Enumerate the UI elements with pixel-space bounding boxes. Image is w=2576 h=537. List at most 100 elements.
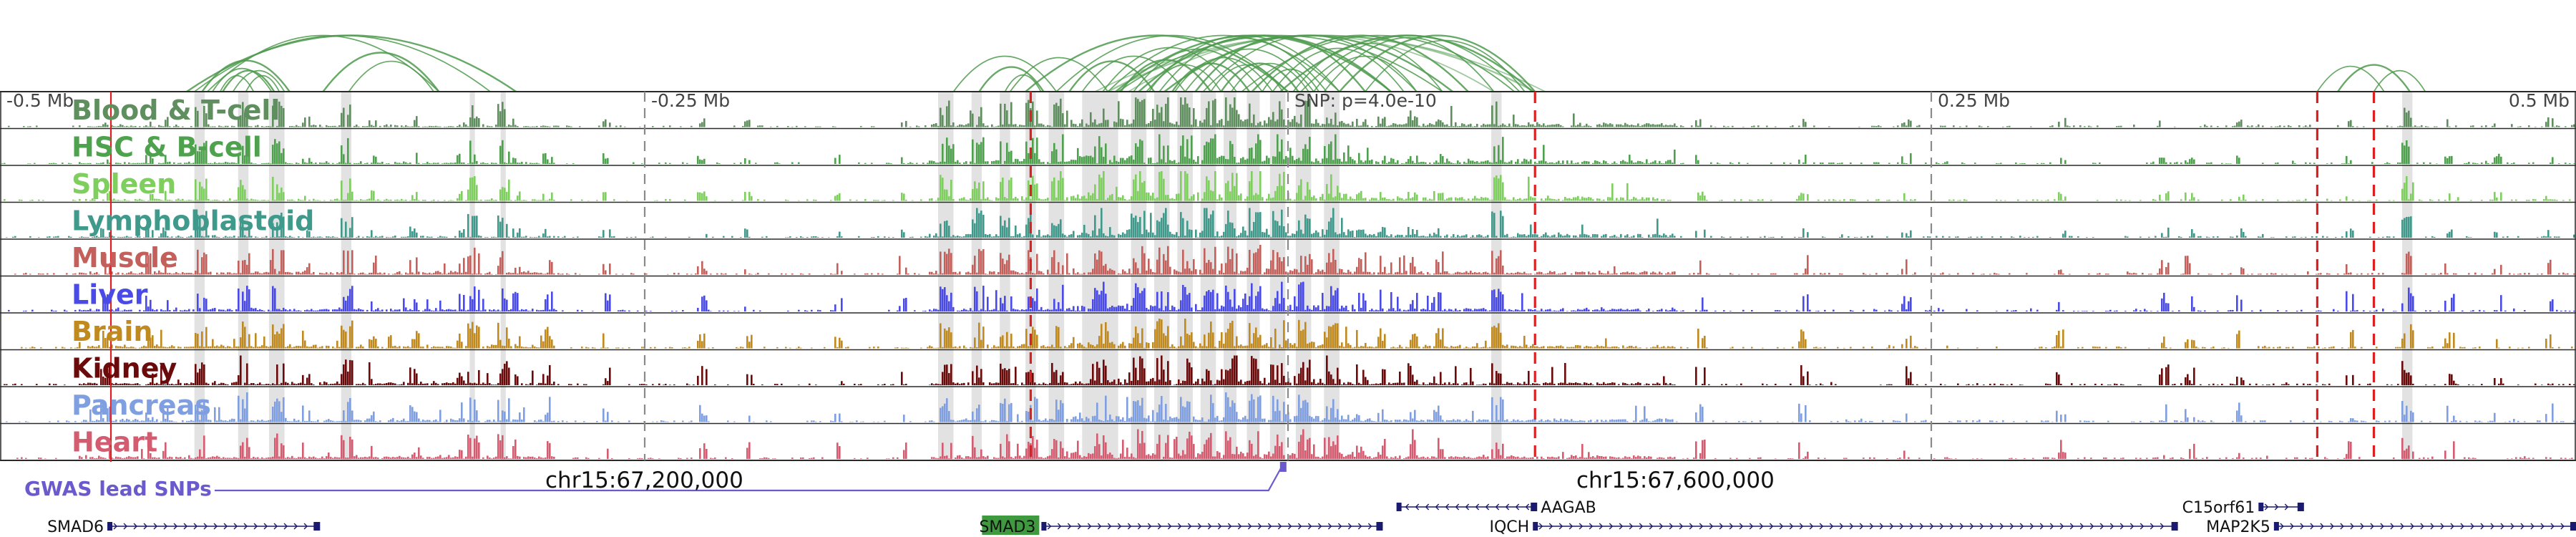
signal-bar <box>1143 253 1146 275</box>
signal-bar <box>1262 274 1264 275</box>
signal-bar <box>1661 309 1663 311</box>
signal-bar <box>278 236 280 238</box>
signal-bar <box>1191 307 1193 311</box>
signal-bar <box>1592 272 1594 275</box>
signal-bar <box>1292 271 1294 275</box>
signal-bar <box>1210 125 1212 127</box>
signal-bar <box>1236 309 1238 311</box>
signal-bar <box>2204 124 2206 127</box>
signal-bar <box>272 176 274 201</box>
signal-bar <box>1599 124 1601 127</box>
signal-bar <box>514 158 517 164</box>
signal-bar <box>536 125 538 127</box>
signal-bar <box>1339 193 1341 201</box>
signal-bar <box>1528 309 1530 311</box>
signal-bar <box>1085 123 1088 127</box>
signal-bar <box>1584 272 1586 275</box>
signal-bar <box>723 236 725 238</box>
signal-bar <box>2406 253 2408 275</box>
signal-bar <box>901 193 903 201</box>
interaction-arc <box>1313 55 1418 92</box>
signal-bar <box>111 344 113 349</box>
signal-bar <box>2099 273 2101 275</box>
signal-bar <box>701 261 703 275</box>
signal-bar <box>1255 296 1257 311</box>
signal-bar <box>450 271 452 275</box>
signal-bar <box>261 126 263 127</box>
signal-bar <box>575 273 577 275</box>
signal-bar <box>489 271 491 275</box>
signal-bar <box>1113 200 1116 201</box>
signal-bar <box>2545 236 2547 238</box>
signal-bar <box>435 163 437 164</box>
signal-bar <box>1878 125 1880 127</box>
signal-bar <box>922 163 924 164</box>
signal-bar <box>1416 230 1418 238</box>
signal-bar <box>1487 160 1489 164</box>
signal-bar <box>504 298 506 311</box>
signal-bar <box>1210 321 1212 349</box>
signal-bar <box>1236 110 1238 127</box>
signal-bar <box>1122 119 1124 127</box>
signal-bar <box>1249 296 1251 311</box>
signal-bar <box>459 294 461 311</box>
signal-bar <box>1908 236 1910 238</box>
signal-bar <box>381 309 384 311</box>
signal-bar <box>409 226 411 238</box>
signal-bar <box>1090 195 1092 201</box>
signal-bar <box>313 236 315 238</box>
signal-bar <box>467 126 469 127</box>
signal-bar <box>1410 339 1412 349</box>
signal-bar <box>1953 125 1955 127</box>
signal-bar <box>1395 123 1397 127</box>
signal-bar <box>1060 98 1062 127</box>
signal-bar <box>278 141 280 164</box>
signal-bar <box>1465 163 1468 164</box>
signal-bar <box>542 309 545 311</box>
signal-bar <box>1302 329 1304 349</box>
signal-bar <box>1427 346 1429 349</box>
signal-bar <box>1287 120 1289 127</box>
signal-bar <box>1796 309 1798 311</box>
signal-bar <box>495 163 497 164</box>
signal-bar <box>444 310 446 311</box>
signal-bar <box>1867 199 1869 201</box>
signal-bar <box>448 126 450 127</box>
signal-bar <box>1352 121 1354 127</box>
signal-bar <box>534 199 536 201</box>
signal-bar <box>1508 347 1511 349</box>
signal-bar <box>289 199 291 201</box>
signal-bar <box>1345 235 1347 238</box>
signal-bar <box>1253 222 1255 238</box>
signal-bar <box>1440 193 1442 201</box>
signal-bar <box>53 163 55 164</box>
signal-bar <box>2444 263 2446 275</box>
signal-bar <box>1418 347 1420 349</box>
interaction-arc <box>1292 42 1443 92</box>
signal-bar <box>1062 134 1064 164</box>
signal-bar <box>375 236 377 238</box>
signal-bar <box>1491 211 1493 238</box>
signal-bar <box>2453 273 2455 275</box>
signal-bar <box>1133 337 1135 349</box>
signal-bar <box>1450 162 1453 164</box>
interaction-arc <box>1241 34 1515 92</box>
signal-bar <box>2333 309 2335 311</box>
signal-bar <box>995 126 997 127</box>
signal-bar <box>1283 226 1285 238</box>
signal-bar <box>871 237 873 238</box>
signal-bar <box>682 162 684 164</box>
signal-bar <box>109 190 111 201</box>
signal-bar <box>1440 292 1442 311</box>
signal-bar <box>1966 125 1968 127</box>
signal-bar <box>1371 125 1373 127</box>
signal-bar <box>1433 232 1435 238</box>
signal-bar <box>1107 270 1109 275</box>
signal-bar <box>942 236 944 238</box>
signal-bar <box>1498 289 1500 311</box>
signal-bar <box>1397 271 1399 275</box>
signal-bar <box>2440 273 2442 275</box>
signal-bar <box>1292 344 1294 349</box>
signal-bar <box>600 236 602 238</box>
signal-bar <box>2318 310 2320 311</box>
